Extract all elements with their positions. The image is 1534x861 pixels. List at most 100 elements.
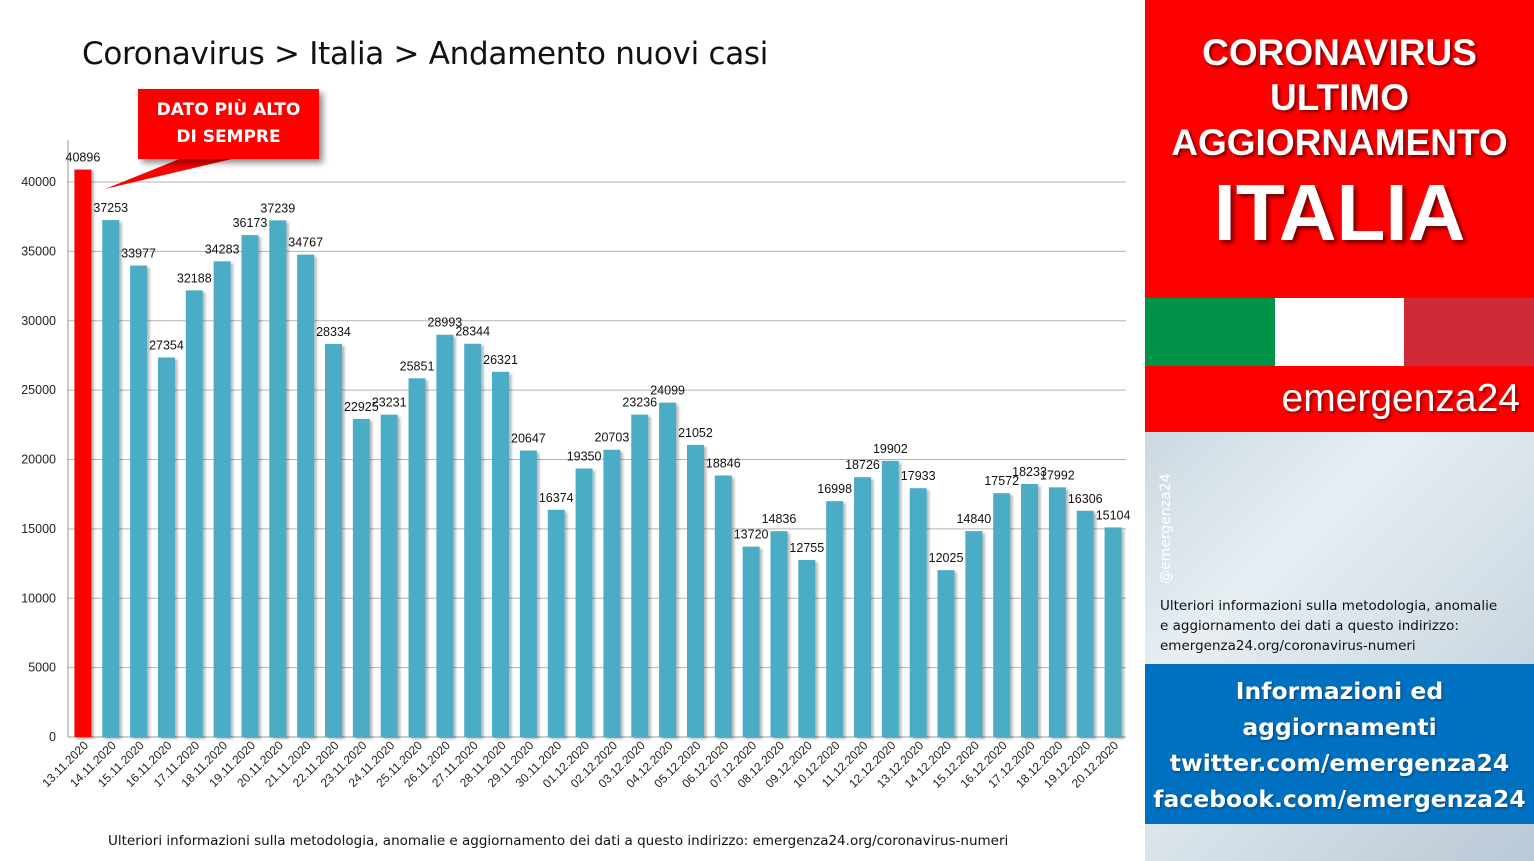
bar [213, 261, 231, 737]
bar [854, 477, 871, 737]
bar [297, 254, 315, 737]
bar [492, 371, 510, 737]
bar [770, 531, 788, 737]
data-label: 28993 [427, 316, 462, 330]
brand-bar: emergenza24 [1145, 366, 1534, 432]
bar [325, 343, 342, 737]
y-tick-label: 15000 [21, 522, 56, 536]
bar [1021, 484, 1039, 737]
bar-chart: 0 5000 10000 15000 20000 25000 30000 35000 40000… [21, 140, 1131, 791]
twitter-link[interactable]: twitter.com/emergenza24 [1169, 749, 1510, 777]
data-label: 16374 [539, 491, 574, 505]
data-label: 28334 [316, 325, 351, 339]
data-label: 33977 [121, 247, 156, 261]
bar [798, 560, 816, 737]
data-label: 17572 [984, 474, 1019, 488]
bar [185, 290, 203, 737]
data-label: 13720 [734, 528, 769, 542]
flag-green-stripe [1145, 298, 1275, 366]
bar [519, 450, 537, 737]
social-info-box: Informazioni ed aggiornamenti twitter.co… [1145, 664, 1534, 824]
data-label: 14840 [956, 512, 991, 526]
data-label: 19350 [567, 450, 602, 464]
chart-area: Coronavirus > Italia > Andamento nuovi c… [21, 36, 1131, 849]
update-banner: CORONAVIRUS ULTIMO AGGIORNAMENTO ITALIA [1145, 0, 1534, 298]
data-label: 18726 [845, 458, 880, 472]
data-label: 36173 [233, 216, 268, 230]
bar [547, 509, 565, 737]
y-tick-label: 5000 [28, 661, 56, 675]
data-label: 37253 [93, 201, 128, 215]
data-label: 34283 [205, 242, 240, 256]
bar [130, 265, 148, 737]
bar [157, 357, 175, 737]
bar [74, 169, 92, 737]
bar [1048, 487, 1066, 737]
data-label: 17992 [1040, 468, 1075, 482]
record-high-callout: DATO PIÙ ALTO DI SEMPRE [138, 89, 319, 159]
bar [937, 570, 955, 737]
data-label: 18846 [706, 457, 741, 471]
data-label: 14836 [762, 512, 797, 526]
bar [269, 220, 287, 738]
y-tick-label: 25000 [21, 383, 56, 397]
data-label: 23231 [372, 396, 407, 410]
data-label: 34767 [288, 236, 323, 250]
bar [464, 343, 482, 737]
data-label: 21052 [678, 426, 713, 440]
data-label: 12755 [789, 541, 824, 555]
social-handle: @emergenza24 [1158, 473, 1174, 585]
bar [352, 418, 370, 737]
side-panel: CORONAVIRUS ULTIMO AGGIORNAMENTO ITALIA … [1145, 0, 1534, 861]
bar [380, 414, 398, 737]
y-tick-label: 10000 [21, 591, 56, 605]
data-label: 37239 [260, 201, 295, 215]
data-label: 16998 [817, 482, 852, 496]
note-line-3: emergenza24.org/coronavirus-numeri [1160, 638, 1416, 654]
callout-line-2: DI SEMPRE [176, 127, 281, 147]
bar [965, 531, 983, 737]
bar [1104, 527, 1122, 737]
chart-title: Coronavirus > Italia > Andamento nuovi c… [82, 36, 769, 72]
bar [1076, 510, 1094, 737]
data-label: 25851 [400, 359, 435, 373]
y-tick-label: 40000 [21, 175, 56, 189]
italian-flag [1145, 298, 1534, 366]
data-label: 40896 [66, 151, 101, 165]
banner-line-3: AGGIORNAMENTO [1171, 122, 1508, 163]
bar [826, 501, 844, 737]
data-label: 24099 [650, 384, 685, 398]
bar [993, 493, 1011, 737]
note-line-1: Ulteriori informazioni sulla metodologia… [1160, 598, 1498, 614]
bar [881, 460, 899, 737]
y-tick-label: 30000 [21, 314, 56, 328]
banner-country: ITALIA [1213, 168, 1466, 257]
bar [909, 488, 927, 737]
callout-pointer [105, 158, 236, 189]
brand-name: emergenza24 [1281, 377, 1521, 420]
data-label: 15104 [1096, 508, 1131, 522]
bar [603, 449, 621, 737]
bar [659, 402, 677, 737]
facebook-link[interactable]: facebook.com/emergenza24 [1153, 785, 1526, 813]
banner-line-2: ULTIMO [1269, 77, 1410, 118]
bar [102, 220, 120, 737]
bar [408, 378, 426, 737]
data-label: 26321 [483, 353, 518, 367]
data-label: 19902 [873, 442, 908, 456]
methodology-note: Ulteriori informazioni sulla metodologia… [1160, 596, 1526, 656]
bar [575, 468, 593, 737]
data-label: 20703 [595, 431, 630, 445]
y-tick-label: 20000 [21, 453, 56, 467]
data-label: 12025 [929, 551, 964, 565]
data-label: 23236 [622, 396, 657, 410]
info-line-2: aggiornamenti [1242, 713, 1437, 741]
data-label: 18233 [1012, 465, 1047, 479]
flag-white-stripe [1274, 298, 1405, 366]
data-label: 28344 [455, 325, 490, 339]
bar [241, 235, 259, 738]
data-label: 17933 [901, 469, 936, 483]
flag-red-stripe [1404, 298, 1534, 366]
data-label: 16306 [1068, 492, 1103, 506]
bar [686, 444, 704, 737]
